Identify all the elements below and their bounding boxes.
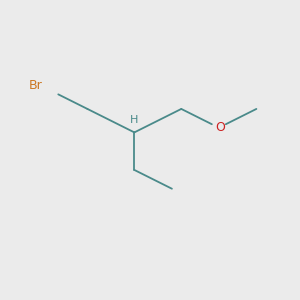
- Text: H: H: [130, 115, 139, 124]
- Text: O: O: [215, 121, 225, 134]
- Text: Br: Br: [28, 79, 42, 92]
